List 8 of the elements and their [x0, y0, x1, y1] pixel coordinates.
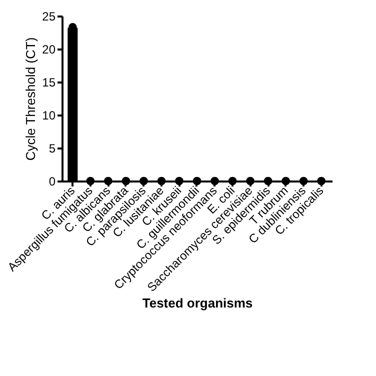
y-axis-title: Cycle Threshold (CT): [23, 37, 38, 161]
x-axis-title: Tested organisms: [142, 296, 253, 311]
y-tick-label: 25: [42, 10, 56, 24]
y-tick-label: 20: [42, 42, 56, 56]
y-tick-label: 15: [42, 76, 56, 90]
y-tick-label: 10: [42, 108, 56, 122]
y-tick-label: 5: [48, 142, 56, 156]
y-tick-label: 0: [48, 174, 56, 188]
